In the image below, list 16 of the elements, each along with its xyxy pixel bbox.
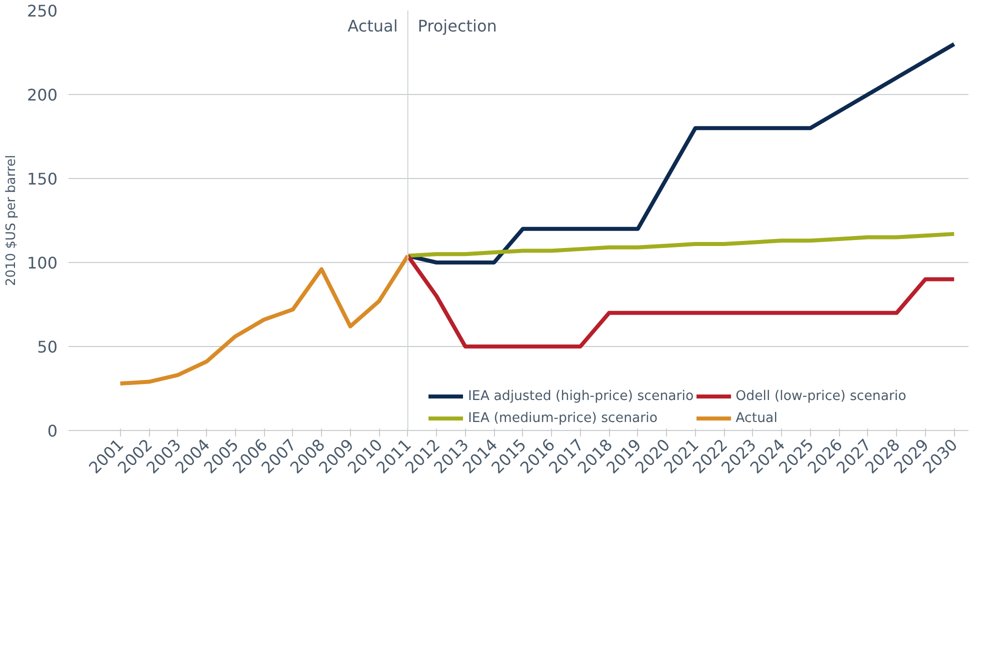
line-series [406,254,956,348]
y-tick-label: 250 [26,2,58,20]
y-tick-label: 0 [47,422,58,440]
y-tick-label: 150 [26,170,58,188]
annotation: Projection [418,16,497,36]
y-tick-label: 50 [37,338,58,356]
y-tick-label: 200 [26,86,58,104]
legend-label: IEA (medium-price) scenario [468,410,658,426]
legend-label: Actual [736,410,778,426]
legend-label: Odell (low-price) scenario [736,388,906,404]
legend-label: IEA adjusted (high-price) scenario [468,388,694,404]
y-tick-label: 100 [26,254,58,272]
line-series [406,232,956,258]
y-axis-title: 2010 $US per barrel [4,154,19,286]
annotation: Actual [348,16,398,36]
line-series [118,254,410,386]
